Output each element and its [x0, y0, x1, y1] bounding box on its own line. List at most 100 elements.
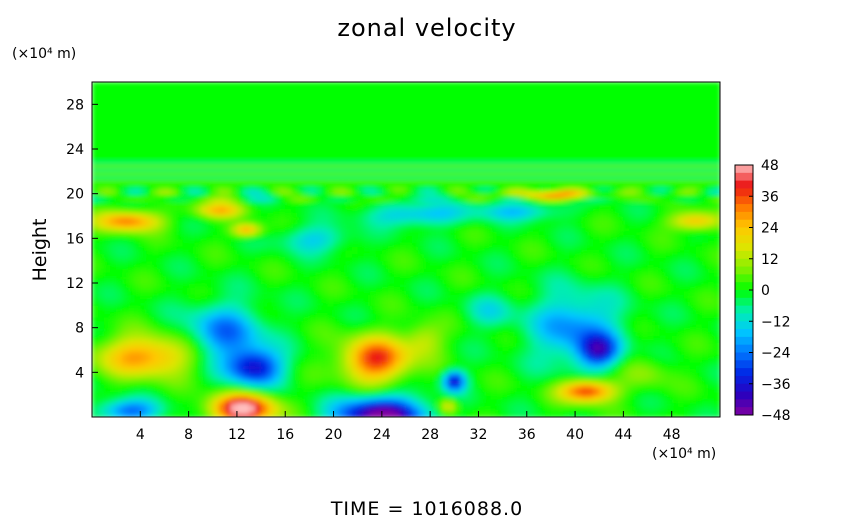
- heatmap-cell: [393, 290, 401, 295]
- heatmap-cell: [412, 342, 419, 348]
- heatmap-cell: [279, 327, 287, 333]
- heatmap-cell: [629, 271, 637, 277]
- heatmap-cell: [454, 312, 462, 318]
- heatmap-cell: [677, 301, 685, 307]
- heatmap-cell: [605, 364, 613, 370]
- heatmap-cell: [623, 335, 631, 340]
- heatmap-cell: [164, 413, 172, 417]
- heatmap-cell: [689, 271, 697, 277]
- heatmap-cell: [526, 402, 534, 407]
- heatmap-cell: [399, 331, 407, 336]
- heatmap-cell: [563, 249, 570, 255]
- heatmap-cell: [671, 387, 679, 392]
- heatmap-cell: [212, 256, 220, 262]
- heatmap-cell: [98, 242, 105, 247]
- heatmap-cell: [599, 286, 607, 292]
- heatmap-cell: [182, 335, 190, 340]
- heatmap-cell: [508, 331, 516, 336]
- heatmap-cell: [339, 387, 347, 392]
- heatmap-cell: [563, 346, 570, 351]
- heatmap-cell: [110, 398, 117, 403]
- heatmap-cell: [713, 297, 720, 303]
- heatmap-cell: [224, 364, 232, 370]
- heatmap-cell: [412, 309, 419, 314]
- heatmap-cell: [695, 290, 703, 295]
- heatmap-cell: [556, 376, 564, 381]
- heatmap-cell: [520, 357, 528, 362]
- heatmap-cell: [200, 390, 208, 396]
- heatmap-cell: [508, 323, 516, 329]
- heatmap-cell: [701, 320, 709, 325]
- heatmap-cell: [393, 275, 401, 281]
- heatmap-cell: [315, 350, 323, 355]
- heatmap-cell: [369, 379, 377, 385]
- heatmap-cell: [550, 402, 558, 407]
- heatmap-cell: [448, 238, 456, 243]
- heatmap-cell: [152, 320, 160, 325]
- heatmap-cell: [544, 379, 552, 385]
- heatmap-cell: [206, 368, 214, 374]
- heatmap-cell: [587, 342, 594, 348]
- heatmap-cell: [556, 409, 564, 415]
- heatmap-cell: [399, 323, 407, 329]
- heatmap-cell: [581, 283, 588, 288]
- heatmap-cell: [339, 245, 347, 251]
- heatmap-cell: [399, 335, 407, 340]
- heatmap-cell: [206, 260, 214, 266]
- heatmap-cell: [556, 394, 564, 400]
- heatmap-cell: [671, 405, 679, 411]
- heatmap-cell: [164, 405, 172, 411]
- heatmap-cell: [230, 342, 238, 348]
- heatmap-cell: [659, 361, 667, 366]
- heatmap-cell: [236, 264, 244, 269]
- heatmap-cell: [466, 286, 474, 292]
- heatmap-cell: [297, 413, 305, 417]
- heatmap-cell: [182, 268, 190, 273]
- heatmap-cell: [611, 372, 619, 377]
- heatmap-cell: [460, 409, 468, 415]
- heatmap-cell: [110, 405, 117, 411]
- heatmap-cell: [261, 364, 268, 370]
- heatmap-cell: [224, 335, 232, 340]
- heatmap-cell: [460, 383, 468, 389]
- heatmap-cell: [351, 338, 359, 344]
- heatmap-cell: [496, 256, 504, 262]
- heatmap-cell: [454, 279, 462, 284]
- heatmap-cell: [478, 390, 486, 396]
- heatmap-cell: [188, 357, 196, 362]
- heatmap-cell: [146, 286, 154, 292]
- heatmap-cell: [683, 238, 691, 243]
- heatmap-cell: [677, 368, 685, 374]
- heatmap-cell: [279, 256, 287, 262]
- heatmap-cell: [122, 338, 130, 344]
- heatmap-cell: [315, 256, 323, 262]
- heatmap-cell: [677, 275, 685, 281]
- heatmap-cell: [671, 327, 679, 333]
- heatmap-cell: [430, 361, 437, 366]
- heatmap-cell: [484, 264, 492, 269]
- heatmap-cell: [575, 249, 582, 255]
- heatmap-cell: [303, 260, 311, 266]
- heatmap-cell: [550, 387, 558, 392]
- heatmap-cell: [653, 338, 661, 344]
- heatmap-cell: [448, 245, 456, 251]
- heatmap-cell: [387, 361, 395, 366]
- heatmap-cell: [230, 390, 238, 396]
- heatmap-cell: [701, 297, 709, 303]
- heatmap-cell: [484, 327, 492, 333]
- heatmap-cell: [502, 331, 510, 336]
- heatmap-cell: [158, 338, 166, 344]
- heatmap-cell: [309, 394, 317, 400]
- heatmap-cell: [472, 390, 480, 396]
- heatmap-cell: [345, 286, 353, 292]
- heatmap-cell: [532, 376, 540, 381]
- heatmap-cell: [665, 413, 673, 417]
- heatmap-cell: [478, 342, 486, 348]
- heatmap-cell: [230, 387, 238, 392]
- heatmap-cell: [514, 346, 522, 351]
- heatmap-cell: [472, 323, 480, 329]
- heatmap-cell: [327, 245, 335, 251]
- heatmap-cell: [249, 346, 256, 351]
- heatmap-cell: [508, 320, 516, 325]
- heatmap-cell: [387, 260, 395, 266]
